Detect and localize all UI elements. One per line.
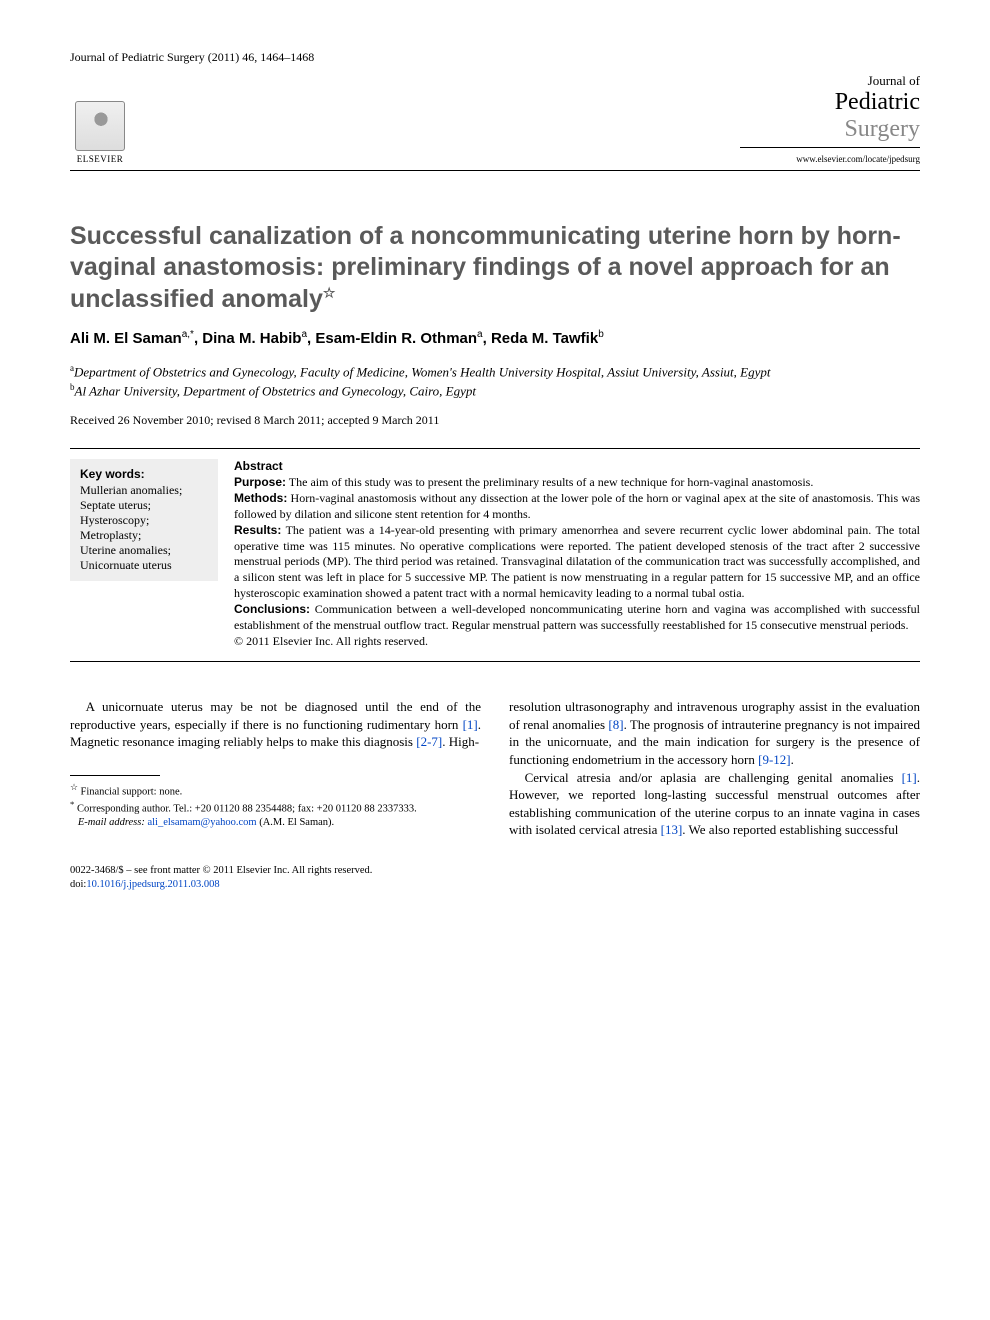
affiliation: bAl Azhar University, Department of Obst… — [70, 382, 920, 399]
title-text: Successful canalization of a noncommunic… — [70, 222, 901, 313]
doi-line: doi:10.1016/j.jpedsurg.2011.03.008 — [70, 878, 481, 892]
email-label: E-mail address: — [78, 817, 145, 828]
article-title: Successful canalization of a noncommunic… — [70, 221, 920, 315]
abstract-methods: Methods: Horn-vaginal anastomosis withou… — [234, 491, 920, 523]
conclusions-text: Communication between a well-developed n… — [234, 602, 920, 632]
keywords-list: Mullerian anomalies; Septate uterus; Hys… — [80, 483, 208, 573]
brand-rule — [740, 147, 920, 148]
top-bar: Journal of Pediatric Surgery (2011) 46, … — [70, 50, 920, 65]
body-columns: A unicornuate uterus may be not be diagn… — [70, 698, 920, 891]
email-tail: (A.M. El Saman). — [257, 817, 335, 828]
doi-link[interactable]: 10.1016/j.jpedsurg.2011.03.008 — [86, 879, 219, 890]
citation-link[interactable]: [1] — [902, 770, 917, 785]
publisher-name: ELSEVIER — [77, 154, 124, 164]
body-text: . High- — [442, 734, 479, 749]
footnote-support: ☆ Financial support: none. — [70, 782, 481, 799]
abstract-results: Results: The patient was a 14-year-old p… — [234, 523, 920, 602]
elsevier-tree-icon — [75, 101, 125, 151]
results-heading: Results: — [234, 523, 281, 537]
email-link[interactable]: ali_elsamam@yahoo.com — [147, 817, 256, 828]
brand-url[interactable]: www.elsevier.com/locate/jpedsurg — [796, 154, 920, 164]
title-footnote-star: ☆ — [323, 284, 336, 300]
body-text: Cervical atresia and/or aplasia are chal… — [525, 770, 902, 785]
citation-link[interactable]: [9-12] — [758, 752, 791, 767]
body-para-1-cont: resolution ultrasonography and intraveno… — [509, 698, 920, 768]
elsevier-logo: ELSEVIER — [70, 94, 130, 164]
footnotes: ☆ Financial support: none. * Correspondi… — [70, 782, 481, 830]
header-row: ELSEVIER Journal of Pediatric Surgery ww… — [70, 73, 920, 171]
affiliations: aDepartment of Obstetrics and Gynecology… — [70, 363, 920, 400]
footnote-corresponding: * Corresponding author. Tel.: +20 01120 … — [70, 799, 481, 816]
brand-line-3: Surgery — [844, 116, 920, 143]
citation-link[interactable]: [13] — [661, 822, 683, 837]
footnote-email: E-mail address: ali_elsamam@yahoo.com (A… — [70, 816, 481, 830]
abstract-block: Key words: Mullerian anomalies; Septate … — [70, 448, 920, 662]
keywords-label: Key words: — [80, 467, 208, 481]
body-para-1: A unicornuate uterus may be not be diagn… — [70, 698, 481, 751]
doi-label: doi: — [70, 879, 86, 890]
citation-link[interactable]: [1] — [463, 717, 478, 732]
body-para-2: Cervical atresia and/or aplasia are chal… — [509, 769, 920, 839]
journal-brand: Journal of Pediatric Surgery www.elsevie… — [740, 73, 920, 164]
brand-line-2: Pediatric — [835, 89, 920, 116]
affiliation: aDepartment of Obstetrics and Gynecology… — [70, 363, 920, 380]
column-left: A unicornuate uterus may be not be diagn… — [70, 698, 481, 891]
purpose-text: The aim of this study was to present the… — [286, 475, 813, 489]
results-text: The patient was a 14-year-old presenting… — [234, 523, 920, 600]
footnote-rule — [70, 775, 160, 776]
body-text: A unicornuate uterus may be not be diagn… — [70, 699, 481, 732]
methods-text: Horn-vaginal anastomosis without any dis… — [234, 491, 920, 521]
abstract-copyright: © 2011 Elsevier Inc. All rights reserved… — [234, 634, 920, 650]
authors-line: Ali M. El Samana,*, Dina M. Habiba, Esam… — [70, 329, 920, 347]
citation-link[interactable]: [8] — [608, 717, 623, 732]
body-text: . — [791, 752, 794, 767]
column-right: resolution ultrasonography and intraveno… — [509, 698, 920, 891]
article-dates: Received 26 November 2010; revised 8 Mar… — [70, 413, 920, 428]
methods-heading: Methods: — [234, 491, 287, 505]
abstract-text: Abstract Purpose: The aim of this study … — [234, 459, 920, 649]
abstract-purpose: Purpose: The aim of this study was to pr… — [234, 475, 920, 491]
abstract-conclusions: Conclusions: Communication between a wel… — [234, 602, 920, 634]
abstract-label: Abstract — [234, 459, 920, 475]
citation-link[interactable]: [2-7] — [416, 734, 442, 749]
purpose-heading: Purpose: — [234, 475, 286, 489]
conclusions-heading: Conclusions: — [234, 602, 310, 616]
footnote-corr-text: Corresponding author. Tel.: +20 01120 88… — [77, 804, 417, 815]
keywords-box: Key words: Mullerian anomalies; Septate … — [70, 459, 218, 581]
bottom-matter: 0022-3468/$ – see front matter © 2011 El… — [70, 864, 481, 891]
body-text: . We also reported establishing successf… — [682, 822, 898, 837]
brand-line-1: Journal of — [868, 73, 920, 89]
journal-reference: Journal of Pediatric Surgery (2011) 46, … — [70, 50, 314, 65]
front-matter-line: 0022-3468/$ – see front matter © 2011 El… — [70, 864, 481, 878]
footnote-support-text: Financial support: none. — [80, 786, 182, 797]
